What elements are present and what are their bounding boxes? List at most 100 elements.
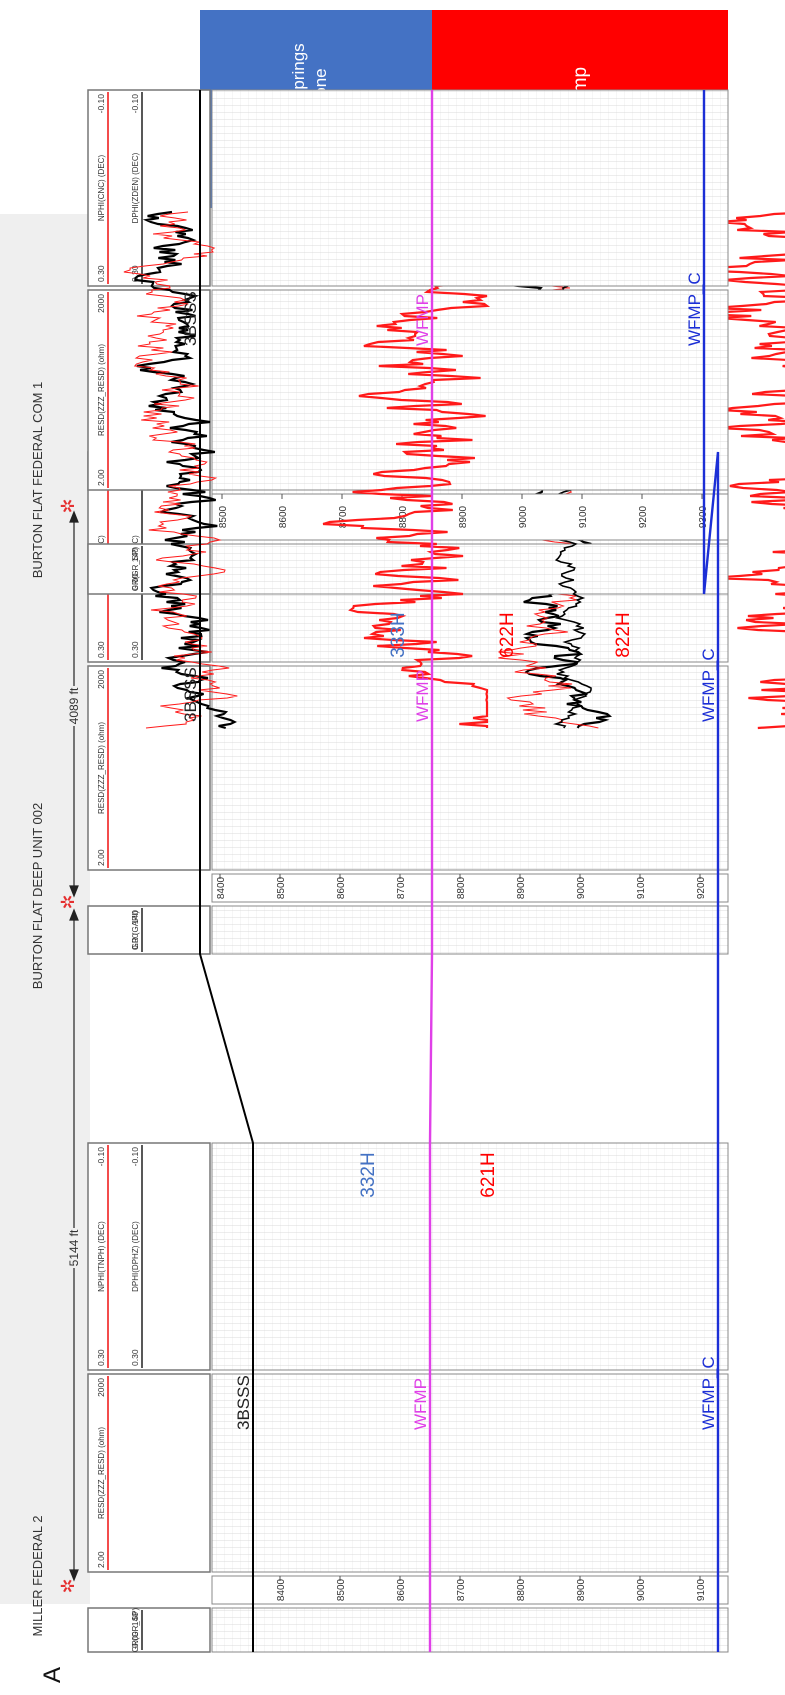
track-scale-min: 2.00 [96,849,106,866]
top-label-wfmp: WFMP [411,1378,430,1430]
track-scale-max: -0.10 [96,94,106,114]
depth-label: 8900 [458,505,469,528]
track-curve-name: NPHI(CNC) (DEC) [97,155,106,222]
section-end-label-a: A [39,1667,66,1683]
depth-label: 8700 [456,1578,467,1601]
top-label-wfmp-c: WFMP_C [699,648,718,722]
correlation-line-wfmp-c [702,90,720,1652]
depth-label: 8400 [216,876,227,899]
track-scale-min: 0.00 [130,573,140,590]
track-curve-name: RESD(ZZZ_RESD) (ohm) [97,344,106,436]
track-curve-name: GR(GR_SP) [131,546,140,591]
track-curve-name: RESD(ZZZ_RESD) (ohm) [97,722,106,814]
track-scale-max: 2000 [96,294,106,313]
track-curve-name: GR(GR_SP) [131,1607,140,1652]
top-label-wfmp-c: WFMP_C [685,272,704,346]
track-scale-max: -0.10 [96,1147,106,1167]
track-curve-name: DPHI(DPHZ) (DEC) [131,1221,140,1292]
track-scale-min: 0.30 [96,1349,106,1366]
track-scale-max: -0.10 [130,94,140,114]
track-scale-max: 2000 [96,1378,106,1397]
top-label-wfmp-c: WFMP_C [699,1356,718,1430]
lateral-label-822h: 822H [613,612,634,657]
track-scale-min: 0.30 [96,265,106,282]
depth-label: 9100 [696,1578,707,1601]
spacing-label-2: 4089 ft [67,687,81,724]
well-name-bfdu: BURTON FLAT DEEP UNIT 002 [30,803,45,989]
top-label-3bsss: 3BSSS [181,291,200,346]
track-curve-name: NPHI(TNPH) (DEC) [97,1221,106,1292]
depth-track: 8500 8600 8700 8800 8900 9000 9100 9200 9300 [211,493,729,541]
top-label-3bsss: 3BSSS [234,1375,253,1430]
well-header-miller: MILLER FEDERAL 2 ✲ [30,1516,78,1637]
depth-label: 8900 [576,1578,587,1601]
track-scale-min: 0.30 [96,641,106,658]
depth-label: 8600 [396,1578,407,1601]
star-icon: ✲ [58,1578,78,1593]
resistivity-curve [322,210,491,728]
star-icon: ✲ [58,894,78,909]
track-scale-max: 140 [130,910,140,924]
spacing-label-1: 5144 ft [67,1229,81,1266]
porosity-track: 0.30 NPHI(CNC) (DEC) -0.10 0.30 DPHI(ZDEN) (… [87,89,729,730]
depth-label: 9200 [696,876,707,899]
depth-label: 9100 [636,876,647,899]
star-icon: ✲ [58,498,78,513]
lateral-label-333h: 333H [388,612,409,657]
well-header-strip [0,214,90,1604]
track-scale-min: 2.00 [96,1551,106,1568]
depth-label: 8700 [338,505,349,528]
lateral-label-332h: 332H [358,1152,379,1197]
well-name-miller: MILLER FEDERAL 2 [30,1516,45,1637]
depth-label: 9000 [518,505,529,528]
correlation-line-wfmp [428,90,434,1652]
well-header-bfdu: BURTON FLAT DEEP UNIT 002 ✲ [30,803,78,989]
well-name-bffc: BURTON FLAT FEDERAL COM 1 [30,382,45,579]
density-porosity-curve [123,211,238,729]
depth-label: 8800 [456,876,467,899]
depth-label: 8500 [276,876,287,899]
correlation-lines [199,90,720,1652]
depth-label: 9000 [636,1578,647,1601]
depth-label: 9100 [578,505,589,528]
correlation-line-3bsss [199,90,254,1652]
resistivity-track: 2.00 RESD(ZZZ_RESD) (ohm) 2000 [87,212,785,871]
top-label-wfmp: WFMP [413,670,432,722]
depth-label: 8500 [218,505,229,528]
depth-label: 9200 [638,505,649,528]
track-scale-min: 2.00 [96,469,106,486]
track-scale-min: 0.00 [130,933,140,950]
track-curve-name: DPHI(ZDEN) (DEC) [131,152,140,223]
track-scale-max: -0.10 [130,1147,140,1167]
top-label-wfmp: WFMP [413,294,432,346]
track-scale-min: 0.30 [130,641,140,658]
track-scale-min: 0.30 [130,1349,140,1366]
depth-label: 8900 [516,876,527,899]
track-scale-min: 0.00 [130,1631,140,1648]
lateral-label-621h: 621H [478,1152,499,1197]
depth-label: 9000 [576,876,587,899]
depth-label: 8400 [276,1578,287,1601]
porosity-track: 0.30 NPHI(TNPH) (DEC) -0.10 0.30 DPHI(DPHZ) … [87,1142,729,1371]
formation-top-labels: 3BSSS WFMP WFMP_C 3BSSS WFMP WFMP_C 3BSSS WFMP W… [181,272,718,1430]
track-scale-max: 140 [130,1612,140,1626]
track-curve-name: RESD(ZZZ_RESD) (ohm) [97,1427,106,1519]
depth-label: 8500 [336,1578,347,1601]
track-scale-max: 2000 [96,670,106,689]
depth-label: 8600 [336,876,347,899]
resistivity-track: 2.00 RESD(ZZZ_RESD) (ohm) 2000 [87,1373,729,1573]
well-header-bffc: BURTON FLAT FEDERAL COM 1 ✲ [30,382,78,579]
resistivity-track: 2.00 RESD(ZZZ_RESD) (ohm) 2000 [87,210,729,728]
track-scale-max: 140 [130,548,140,562]
lateral-label-622h: 622H [497,612,518,657]
depth-track: 8400 8500 8600 8700 8800 8900 9000 9100 [211,1575,729,1605]
depth-label: 8600 [278,505,289,528]
depth-label: 8700 [396,876,407,899]
depth-label: 8800 [516,1578,527,1601]
top-label-3bsss: 3BSSS [181,667,200,722]
track-curve-name: GR (GAPI) [131,910,140,949]
